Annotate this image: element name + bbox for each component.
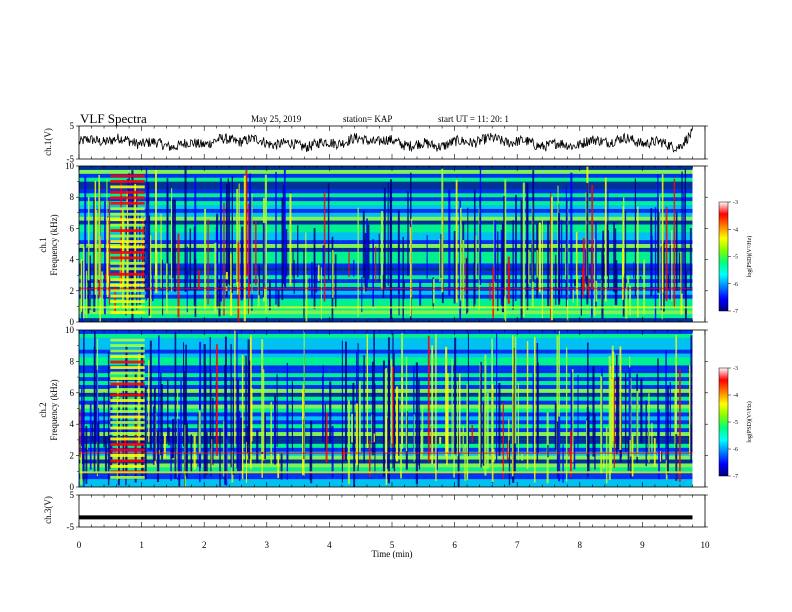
y-tick-label: 4 [70, 419, 75, 429]
colorbar-label: log(PSD)(V²/Hz) [746, 401, 753, 442]
y-tick-label: 6 [70, 223, 75, 233]
x-tick-label: 8 [578, 540, 583, 550]
date-label: May 25, 2019 [251, 114, 302, 124]
ch2-spectrogram-ylabel: ch.2 [38, 402, 48, 417]
ch1-colorbar: -3 -4 -5 -6 -7 log(PSD)(V²/Hz) [718, 200, 753, 315]
colorbar-tick-label: -3 [733, 366, 738, 372]
y-tick-label: 0 [70, 482, 75, 492]
x-tick-label: 5 [390, 540, 395, 550]
y-tick-label: 0 [70, 317, 75, 327]
colorbar-gradient [718, 367, 729, 477]
y-tick-label: -5 [67, 154, 75, 164]
y-tick-label: 10 [65, 161, 75, 171]
colorbar-tick-label: -5 [733, 255, 738, 261]
y-tick-label: 4 [70, 255, 75, 265]
y-tick-label: 5 [70, 490, 75, 500]
station-label: station= KAP [343, 114, 392, 124]
colorbar-label: log(PSD)(V²/Hz) [746, 236, 753, 277]
colorbar-tick-label: -6 [733, 447, 738, 453]
x-tick-label: 6 [452, 540, 457, 550]
colorbar-tick-label: -3 [733, 200, 738, 206]
x-tick-label: 4 [327, 540, 332, 550]
x-tick-label: 0 [77, 540, 82, 550]
colorbar-gradient [718, 201, 729, 312]
x-tick-label: 2 [202, 540, 207, 550]
figure-title: VLF Spectra [80, 111, 147, 126]
ch3-waveform-panel: 5 -50 1 2 3 4 5 6 7 8 9 10 [67, 490, 711, 550]
ch1-spectrogram-panel: 0 2 4 6 8 10 [65, 161, 708, 327]
x-tick-label: 10 [701, 540, 711, 550]
ch3-waveform-ylabel: ch.3(V) [43, 496, 53, 524]
y-tick-label: 8 [70, 192, 75, 202]
colorbar-tick-label: -4 [733, 227, 738, 233]
y-tick-label: 2 [70, 286, 75, 296]
colorbar-tick-label: -6 [733, 282, 738, 288]
ch1-trace-line [78, 127, 693, 153]
y-tick-label: 6 [70, 388, 75, 398]
colorbar-tick-label: -7 [733, 474, 738, 480]
ch1-waveform-panel: 5 -5 [67, 121, 708, 164]
ch2-frequency-ylabel: Frequency (kHz) [49, 379, 59, 440]
colorbar-tick-label: -4 [733, 393, 738, 399]
x-axis-label: Time (min) [372, 549, 413, 559]
ch1-waveform-ylabel: ch.1(V) [43, 128, 53, 156]
y-tick-label: 2 [70, 451, 75, 461]
ch2-colorbar: -3 -4 -5 -6 -7 log(PSD)(V²/Hz) [718, 366, 753, 480]
x-tick-label: 3 [265, 540, 270, 550]
x-tick-label: 7 [515, 540, 520, 550]
y-tick-label: -5 [67, 522, 75, 532]
y-tick-label: 5 [70, 121, 75, 131]
x-tick-label: 1 [139, 540, 144, 550]
start-time-label: start UT = 11: 20: 1 [438, 114, 509, 124]
ch2-spectrogram-panel: 0 2 4 6 8 10 [65, 325, 708, 492]
ch1-spectrogram-ylabel: ch.1 [38, 237, 48, 252]
colorbar-tick-label: -5 [733, 420, 738, 426]
y-tick-label: 8 [70, 356, 75, 366]
y-tick-label: 10 [65, 325, 75, 335]
x-tick-label: 9 [640, 540, 645, 550]
ch1-frequency-ylabel: Frequency (kHz) [49, 214, 59, 275]
colorbar-tick-label: -7 [733, 309, 738, 315]
